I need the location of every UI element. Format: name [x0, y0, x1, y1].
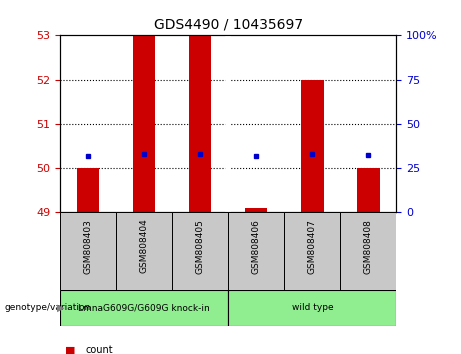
Bar [133, 35, 155, 212]
Bar [228, 290, 396, 326]
Bar [357, 168, 379, 212]
Bar [60, 212, 116, 290]
Bar [77, 168, 99, 212]
Text: genotype/variation: genotype/variation [5, 303, 91, 313]
Text: wild type: wild type [291, 303, 333, 313]
Text: GSM808403: GSM808403 [83, 219, 93, 274]
Text: ■: ■ [65, 346, 75, 354]
Title: GDS4490 / 10435697: GDS4490 / 10435697 [154, 17, 303, 32]
Text: GSM808405: GSM808405 [195, 219, 205, 274]
Bar [284, 212, 340, 290]
Text: GSM808404: GSM808404 [140, 219, 148, 273]
Bar [301, 80, 324, 212]
Text: GSM808408: GSM808408 [364, 219, 373, 274]
Text: GSM808406: GSM808406 [252, 219, 261, 274]
Bar [228, 212, 284, 290]
Bar [189, 35, 211, 212]
Text: LmnaG609G/G609G knock-in: LmnaG609G/G609G knock-in [78, 303, 210, 313]
Bar [340, 212, 396, 290]
Bar [245, 208, 267, 212]
Bar [172, 212, 228, 290]
Bar [60, 290, 228, 326]
Text: GSM808407: GSM808407 [308, 219, 317, 274]
Bar [116, 212, 172, 290]
Text: count: count [85, 346, 113, 354]
Text: ▶: ▶ [57, 303, 64, 313]
